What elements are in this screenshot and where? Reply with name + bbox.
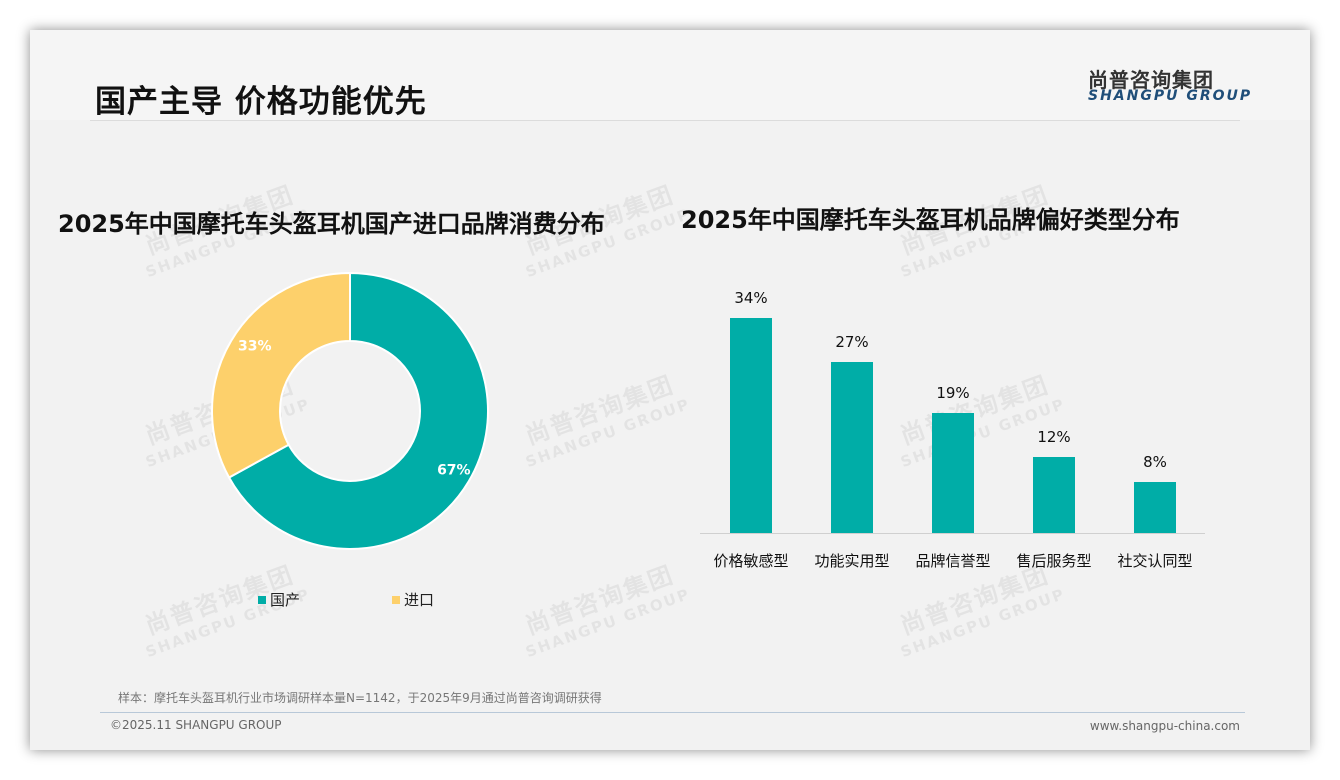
- legend-item-domestic: 国产: [258, 589, 300, 610]
- bar-data-label: 12%: [1037, 428, 1071, 447]
- legend-swatch-yellow: [392, 595, 400, 604]
- website-link[interactable]: www.shangpu-china.com: [1089, 719, 1240, 733]
- legend-label: 国产: [270, 591, 301, 609]
- header-band: [30, 30, 1310, 120]
- sample-note: 样本：摩托车头盔耳机行业市场调研样本量N=1142，于2025年9月通过尚普咨询…: [118, 691, 602, 705]
- legend-swatch-teal: [258, 595, 266, 604]
- logo-chinese: 尚普咨询集团: [1088, 68, 1214, 92]
- donut-slice: [211, 272, 351, 479]
- x-axis-category-label: 价格敏感型: [713, 552, 789, 570]
- slide: 国产主导 价格功能优先 尚普咨询集团 SHANGPU GROUP 尚普咨询集团 S…: [30, 30, 1310, 750]
- bar: [1033, 457, 1075, 533]
- x-axis-line: [700, 533, 1205, 534]
- bar: [730, 318, 772, 533]
- page-title: 国产主导 价格功能优先: [95, 84, 427, 120]
- bar-data-label: 27%: [835, 333, 869, 352]
- donut-data-label: 33%: [238, 339, 272, 355]
- x-axis-category-label: 品牌信誉型: [915, 552, 991, 570]
- donut-chart-title: 2025年中国摩托车头盔耳机国产进口品牌消费分布: [58, 210, 605, 238]
- x-axis-category-label: 社交认同型: [1117, 552, 1193, 570]
- footer-divider: [100, 712, 1245, 713]
- logo-english: SHANGPU GROUP: [1088, 88, 1253, 104]
- title-divider: [90, 120, 1240, 121]
- bar-data-label: 19%: [936, 383, 970, 402]
- legend-item-import: 进口: [392, 589, 434, 610]
- bar: [932, 412, 974, 533]
- copyright: ©2025.11 SHANGPU GROUP: [110, 718, 282, 732]
- x-axis-category-label: 功能实用型: [814, 552, 890, 570]
- bar-data-label: 34%: [734, 289, 768, 307]
- x-axis-category-label: 售后服务型: [1016, 552, 1092, 570]
- bar-data-label: 8%: [1143, 453, 1167, 472]
- bar: [831, 362, 873, 533]
- bar-chart-title: 2025年中国摩托车头盔耳机品牌偏好类型分布: [681, 206, 1180, 234]
- legend-label: 进口: [404, 591, 435, 609]
- donut-slice: [227, 272, 489, 550]
- bar: [1134, 482, 1176, 533]
- donut-chart: 67% 33%: [211, 272, 489, 550]
- donut-data-label: 67%: [437, 462, 471, 478]
